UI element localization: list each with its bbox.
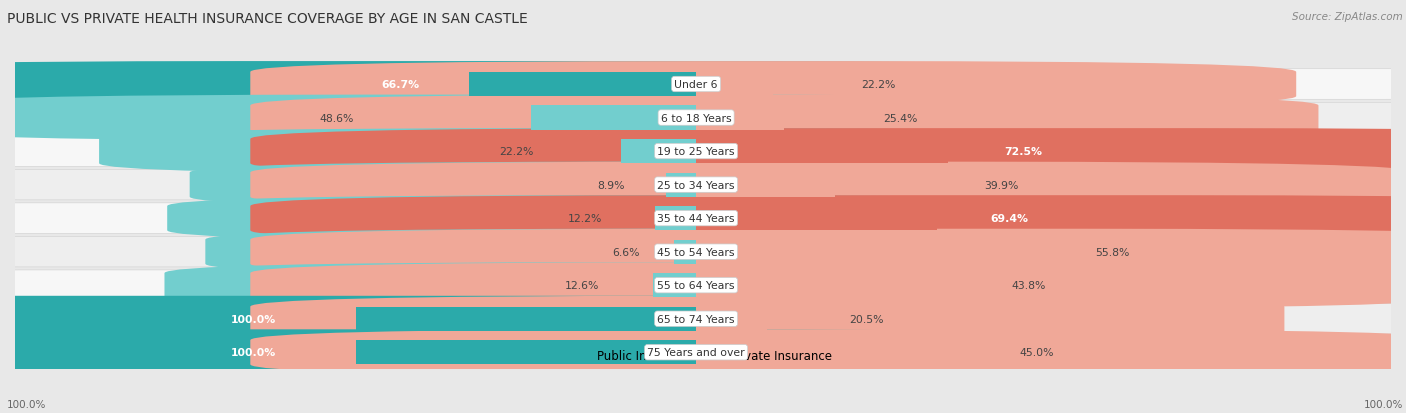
Text: 12.2%: 12.2% — [568, 214, 602, 223]
FancyBboxPatch shape — [250, 263, 1406, 309]
Bar — [655, 206, 696, 230]
Text: 35 to 44 Years: 35 to 44 Years — [658, 214, 735, 223]
Bar — [356, 307, 696, 331]
FancyBboxPatch shape — [250, 196, 1406, 242]
Text: 75 Years and over: 75 Years and over — [647, 347, 745, 357]
Bar — [696, 140, 948, 164]
Bar — [620, 140, 696, 164]
Text: 100.0%: 100.0% — [7, 399, 46, 409]
Text: 22.2%: 22.2% — [499, 147, 534, 157]
Text: 69.4%: 69.4% — [991, 214, 1029, 223]
FancyBboxPatch shape — [165, 263, 1142, 309]
Bar — [696, 340, 852, 364]
Text: PUBLIC VS PRIVATE HEALTH INSURANCE COVERAGE BY AGE IN SAN CASTLE: PUBLIC VS PRIVATE HEALTH INSURANCE COVER… — [7, 12, 527, 26]
Text: 22.2%: 22.2% — [862, 80, 896, 90]
Text: 72.5%: 72.5% — [1004, 147, 1043, 157]
Text: 45 to 54 Years: 45 to 54 Years — [658, 247, 735, 257]
Text: 6.6%: 6.6% — [613, 247, 640, 257]
Text: 100.0%: 100.0% — [1364, 399, 1403, 409]
FancyBboxPatch shape — [1, 170, 1405, 200]
FancyBboxPatch shape — [1, 103, 1405, 133]
FancyBboxPatch shape — [250, 162, 1406, 208]
Bar — [696, 240, 890, 264]
Bar — [696, 173, 835, 197]
FancyBboxPatch shape — [1, 270, 1405, 301]
FancyBboxPatch shape — [0, 330, 1142, 375]
Bar — [470, 73, 696, 97]
Text: 12.6%: 12.6% — [565, 280, 599, 290]
Bar — [696, 73, 773, 97]
FancyBboxPatch shape — [1, 203, 1405, 234]
Text: 6 to 18 Years: 6 to 18 Years — [661, 113, 731, 123]
FancyBboxPatch shape — [250, 62, 1296, 108]
FancyBboxPatch shape — [0, 95, 1142, 141]
Text: 25 to 34 Years: 25 to 34 Years — [658, 180, 735, 190]
FancyBboxPatch shape — [1, 237, 1405, 267]
Text: 100.0%: 100.0% — [231, 314, 276, 324]
Bar — [673, 240, 696, 264]
FancyBboxPatch shape — [250, 129, 1406, 175]
Bar — [696, 206, 938, 230]
Text: 39.9%: 39.9% — [984, 180, 1019, 190]
Text: 20.5%: 20.5% — [849, 314, 884, 324]
Legend: Public Insurance, Private Insurance: Public Insurance, Private Insurance — [569, 344, 837, 366]
Bar — [654, 273, 696, 297]
Text: 25.4%: 25.4% — [883, 113, 918, 123]
Bar — [696, 106, 785, 130]
Bar — [530, 106, 696, 130]
Bar — [696, 273, 848, 297]
FancyBboxPatch shape — [1, 304, 1405, 334]
Text: 48.6%: 48.6% — [319, 113, 354, 123]
Text: Source: ZipAtlas.com: Source: ZipAtlas.com — [1292, 12, 1403, 22]
FancyBboxPatch shape — [250, 330, 1406, 375]
Text: 55 to 64 Years: 55 to 64 Years — [658, 280, 735, 290]
Text: 65 to 74 Years: 65 to 74 Years — [658, 314, 735, 324]
FancyBboxPatch shape — [250, 229, 1406, 275]
FancyBboxPatch shape — [190, 162, 1142, 208]
Text: 45.0%: 45.0% — [1019, 347, 1054, 357]
Text: 19 to 25 Years: 19 to 25 Years — [658, 147, 735, 157]
FancyBboxPatch shape — [0, 296, 1142, 342]
Text: 66.7%: 66.7% — [382, 80, 420, 90]
Bar — [696, 307, 768, 331]
FancyBboxPatch shape — [1, 136, 1405, 167]
Bar — [666, 173, 696, 197]
Text: 100.0%: 100.0% — [231, 347, 276, 357]
FancyBboxPatch shape — [250, 296, 1285, 342]
FancyBboxPatch shape — [1, 337, 1405, 368]
FancyBboxPatch shape — [1, 69, 1405, 100]
Text: 55.8%: 55.8% — [1095, 247, 1129, 257]
FancyBboxPatch shape — [167, 196, 1142, 242]
Bar — [356, 340, 696, 364]
FancyBboxPatch shape — [250, 95, 1319, 141]
FancyBboxPatch shape — [205, 229, 1142, 275]
FancyBboxPatch shape — [98, 129, 1142, 175]
Text: Under 6: Under 6 — [675, 80, 718, 90]
Text: 8.9%: 8.9% — [598, 180, 624, 190]
FancyBboxPatch shape — [0, 62, 1142, 108]
Text: 43.8%: 43.8% — [1011, 280, 1046, 290]
